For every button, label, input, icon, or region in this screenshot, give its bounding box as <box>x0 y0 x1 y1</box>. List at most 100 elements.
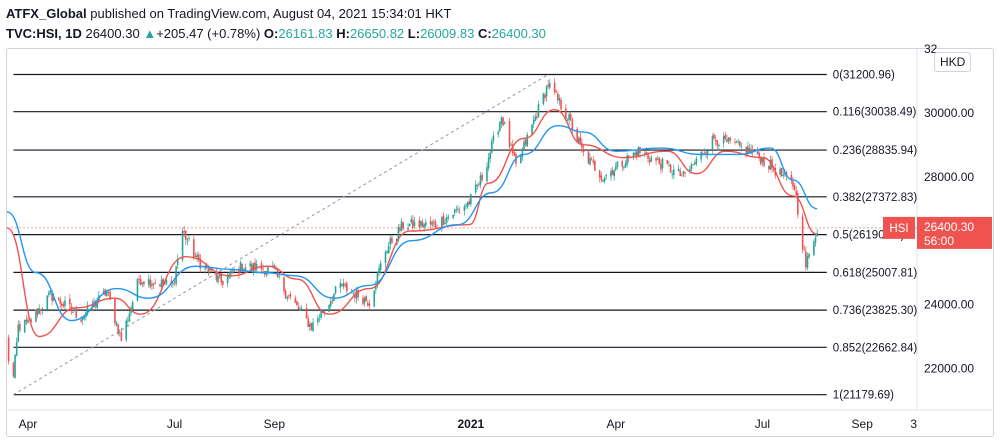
candle-body <box>209 268 211 270</box>
candle-body <box>366 302 369 306</box>
candle-body <box>196 254 198 258</box>
candle-body <box>420 220 422 226</box>
candle-body <box>25 319 28 322</box>
candle-body <box>536 116 538 119</box>
candle-body <box>468 201 471 205</box>
trendline[interactable] <box>13 74 549 396</box>
candle-body <box>610 171 612 177</box>
fib-level-label: 0.382(27372.83) <box>833 192 918 204</box>
time-tick-label: Jul <box>755 417 770 431</box>
high-label: H: <box>336 26 350 41</box>
candle-body <box>162 278 165 284</box>
candle-body <box>594 161 596 171</box>
candle-body <box>566 119 569 121</box>
candle-body <box>739 141 741 146</box>
candle-body <box>666 160 669 165</box>
candle-body <box>379 263 382 270</box>
candle-body <box>51 292 53 301</box>
candle-body <box>239 262 242 273</box>
candle-body <box>397 226 400 241</box>
candle-body <box>48 292 50 296</box>
chart-frame[interactable] <box>6 48 994 437</box>
candle-body <box>128 313 131 322</box>
candle-body <box>60 303 63 306</box>
candle-body <box>73 308 76 312</box>
candle-body <box>27 319 29 323</box>
candle-body <box>511 144 514 154</box>
candle-body <box>589 157 591 165</box>
candle-body <box>568 114 570 121</box>
candle-body <box>658 157 661 165</box>
candle-body <box>205 265 208 267</box>
candle-body <box>23 320 26 333</box>
candle-body <box>763 157 765 166</box>
candle-body <box>36 308 39 316</box>
candle-body <box>300 308 303 310</box>
candle-body <box>62 304 65 307</box>
candle-body <box>139 279 142 286</box>
candle-body <box>357 289 359 298</box>
candle-body <box>143 281 145 285</box>
candle-body <box>249 263 252 267</box>
candle-body <box>429 221 432 225</box>
candle-body <box>402 222 405 229</box>
candle-body <box>413 221 416 226</box>
symbol-interval[interactable]: TVC:HSI, 1D <box>6 26 82 41</box>
candle-body <box>354 294 356 298</box>
candle-body <box>481 174 483 180</box>
candle-body <box>661 158 664 169</box>
candle-body <box>711 136 714 149</box>
candle-body <box>569 114 572 120</box>
price-axis[interactable]: 22000.0024000.0026000.0028000.0030000.00… <box>924 42 974 375</box>
candle-body <box>217 275 219 282</box>
candle-body <box>690 164 693 170</box>
dashed-trendline[interactable] <box>13 74 549 396</box>
candle-body <box>147 278 150 285</box>
close-label: C: <box>477 26 492 41</box>
time-tick-label: Apr <box>606 417 625 431</box>
price-tag-countdown: 56:00 <box>924 234 954 248</box>
candle-body <box>126 320 129 322</box>
candle-body <box>136 279 139 301</box>
candle-body <box>458 210 461 212</box>
currency-badge[interactable]: HKD <box>934 52 972 72</box>
candle-body <box>792 181 794 187</box>
candle-body <box>215 270 218 281</box>
candle-body <box>344 284 347 286</box>
candle-body <box>251 264 253 270</box>
candle-body <box>252 263 255 271</box>
candle-body <box>806 256 809 268</box>
candle-body <box>626 155 628 165</box>
candle-body <box>75 310 78 318</box>
candle-body <box>83 315 86 319</box>
candle-body <box>59 298 61 304</box>
candle-body <box>72 312 74 313</box>
ohlc-legend: TVC:HSI, 1D 26400.30 ▲+205.47 (+0.78%) O… <box>6 24 546 44</box>
candle-body <box>115 322 118 325</box>
candle-body <box>605 174 607 177</box>
candle-body <box>716 140 719 146</box>
candle-body <box>352 292 355 294</box>
candle-body <box>542 93 545 105</box>
candle-body <box>479 175 482 185</box>
author-name[interactable]: ATFX_Global <box>6 6 87 21</box>
candle-body <box>489 152 491 159</box>
candle-body <box>759 158 762 165</box>
candle-body <box>650 157 653 162</box>
candle-body <box>681 175 683 177</box>
candle-body <box>424 221 427 226</box>
candle-body <box>761 157 764 163</box>
candle-body <box>120 332 123 341</box>
candle-body <box>500 117 503 124</box>
fibonacci-retracement[interactable]: 0(31200.96) 0.116(30038.49) 0.236(28835.94… <box>13 70 917 402</box>
candle-body <box>660 163 662 170</box>
candle-body <box>365 296 367 301</box>
candle-body <box>389 238 392 245</box>
time-axis[interactable]: Apr Jul Sep 2021 Apr Jul Sep 3 <box>19 417 918 431</box>
close-value: 26400.30 <box>491 26 546 41</box>
candle-body <box>669 164 672 173</box>
up-arrow-icon: ▲ <box>143 26 157 41</box>
price-tag-price: 26400.30 <box>924 220 974 234</box>
